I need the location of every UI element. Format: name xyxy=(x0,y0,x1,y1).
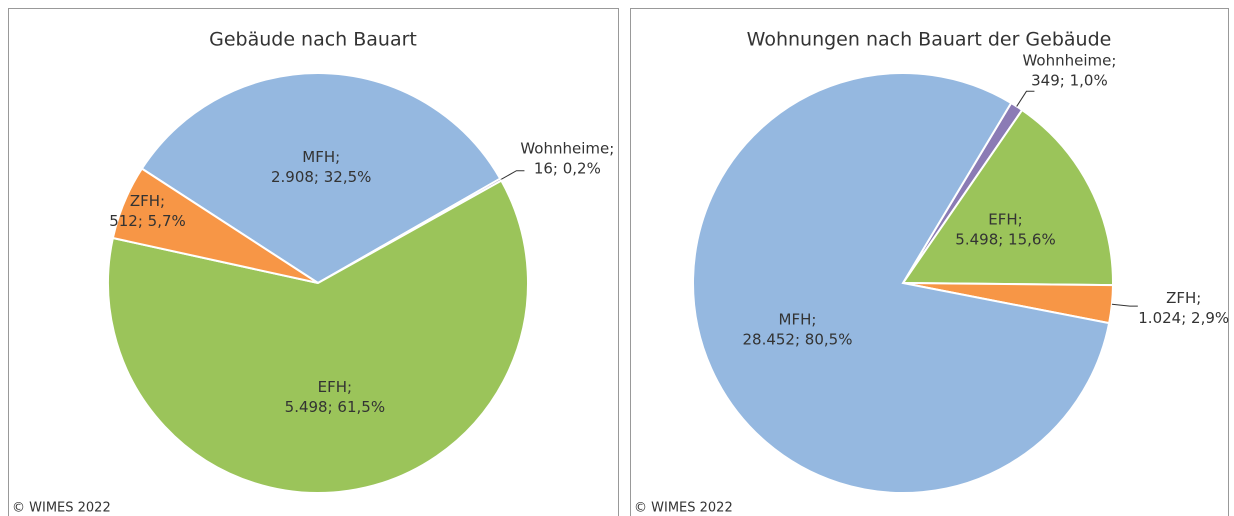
chart-title: Wohnungen nach Bauart der Gebäude xyxy=(747,29,1112,51)
data-label: 2.908; 32,5% xyxy=(271,168,371,186)
pie-slice xyxy=(901,108,1114,287)
panel xyxy=(8,8,619,516)
data-label: Wohnheime; xyxy=(520,139,614,157)
data-label: MFH; xyxy=(302,148,340,166)
panel xyxy=(630,8,1229,516)
data-label: 5.498; 61,5% xyxy=(285,398,385,416)
pie-slice xyxy=(111,167,319,284)
chart-title: Gebäude nach Bauart xyxy=(209,29,417,51)
data-label: ZFH; xyxy=(130,192,165,210)
data-label: ZFH; xyxy=(1166,289,1201,307)
leader-line xyxy=(500,170,525,181)
source: © WIMES 2022 xyxy=(634,501,733,516)
data-label: MFH; xyxy=(779,310,817,328)
leader-line xyxy=(1016,90,1035,107)
data-label: EFH; xyxy=(988,210,1022,228)
pie-slice xyxy=(692,72,1111,494)
data-label: 28.452; 80,5% xyxy=(742,330,852,348)
source: © WIMES 2022 xyxy=(12,501,111,516)
data-label: EFH; xyxy=(318,378,352,396)
data-label: 1.024; 2,9% xyxy=(1138,309,1229,327)
data-label: 349; 1,0% xyxy=(1031,72,1108,90)
pie-slice xyxy=(107,179,529,494)
data-label: 512; 5,7% xyxy=(109,212,186,230)
pie-slice xyxy=(140,72,502,285)
data-label: 16; 0,2% xyxy=(534,159,601,177)
data-label: Wohnheime; xyxy=(1022,52,1116,70)
data-label: 5.498; 15,6% xyxy=(955,230,1055,248)
leader-line xyxy=(1111,303,1138,307)
